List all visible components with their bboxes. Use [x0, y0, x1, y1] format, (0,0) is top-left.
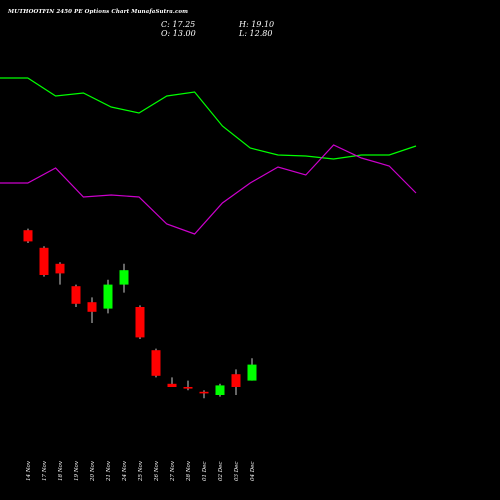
high-value: H: 19.10	[239, 20, 275, 29]
open-value: O: 13.00	[161, 29, 196, 38]
low-value: L: 12.80	[239, 29, 273, 38]
candle-body	[183, 387, 193, 389]
indicator-line-1	[0, 77, 417, 160]
candle-body	[39, 247, 49, 275]
date-label: 02 Dec	[218, 462, 224, 482]
candle-body	[151, 350, 161, 376]
candle-body	[247, 364, 257, 381]
chart-title: MUTHOOTFIN 2450 PE Options Chart MunafaS…	[8, 9, 189, 15]
date-label: 26 Nov	[154, 460, 160, 482]
date-label: 18 Nov	[58, 460, 64, 481]
date-label: 21 Nov	[106, 460, 112, 482]
date-label: 19 Nov	[74, 460, 80, 481]
date-label: 14 Nov	[26, 460, 32, 481]
candle-body	[231, 374, 241, 387]
date-label: 03 Dec	[234, 462, 240, 482]
date-label: 25 Nov	[138, 460, 144, 482]
date-label: 24 Nov	[122, 460, 128, 482]
date-label: 27 Nov	[170, 460, 176, 482]
candle-body	[55, 263, 65, 274]
candle-body	[71, 286, 81, 304]
candle-body	[167, 383, 177, 387]
close-value: C: 17.25	[161, 20, 196, 29]
candle-body	[199, 391, 209, 394]
candle-body	[135, 307, 145, 338]
candle-body	[103, 284, 113, 309]
candle-body	[215, 385, 225, 395]
date-label: 04 Dec	[250, 462, 256, 482]
date-label: 01 Dec	[202, 462, 208, 482]
date-label: 17 Nov	[42, 460, 48, 481]
candle-body	[119, 270, 129, 285]
candle-body	[87, 302, 97, 312]
date-label: 28 Nov	[186, 460, 192, 482]
date-label: 20 Nov	[90, 460, 96, 482]
candle-body	[23, 230, 33, 242]
indicator-line-2	[0, 144, 417, 235]
